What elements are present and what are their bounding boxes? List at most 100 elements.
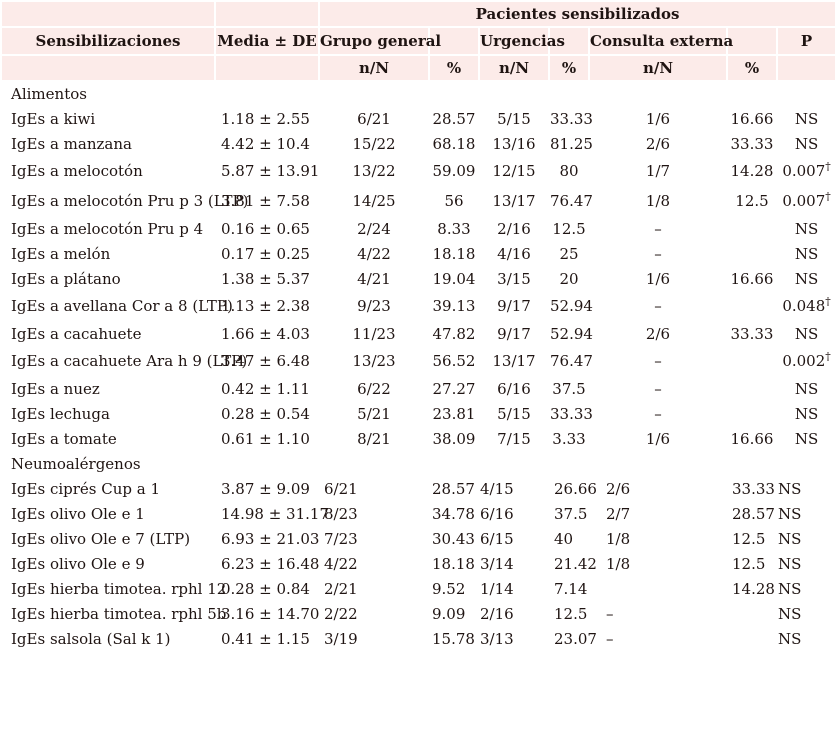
cell-grupo-pct: 38.09 [432,429,476,448]
cell-consulta-pct: 33.33 [730,134,774,153]
cell-urgencias-nn: 5/15 [497,404,531,423]
cell-sensibilizacion: IgEs a plátano [11,269,121,288]
cell-consulta-pct [728,347,776,375]
cell-consulta-pct: 28.57 [732,504,775,523]
cell-urgencias-nn: 4/15 [480,479,514,498]
cell-grupo-pct: 56.52 [432,352,476,370]
cell-p-value: NS [794,269,819,288]
cell-grupo-nn: 2/21 [324,579,358,598]
cell-media-de: 0.61 ± 1.10 [221,429,310,448]
cell-media-de: 1.38 ± 5.37 [221,269,310,288]
header-media-de: Media ± DE [216,28,318,54]
cell-p-value: 0.048† [782,295,831,315]
cell-media-de: 3.81 ± 7.58 [221,192,310,210]
cell-urgencias-nn: 6/16 [480,504,514,523]
cell-grupo-nn: 2/24 [357,219,391,238]
cell-media-de: 1.13 ± 2.38 [221,297,310,315]
cell-media-de: 6.23 ± 16.48 [221,554,320,573]
cell-sensibilizacion: IgEs a cacahuete [11,324,142,343]
cell-sensibilizacion: IgEs a melón [11,244,111,263]
cell-sensibilizacion: IgEs olivo Ole e 7 (LTP) [11,529,191,548]
cell-grupo-nn: 13/23 [352,352,396,370]
cell-consulta-nn: – [606,604,614,623]
cell-urgencias-nn: 2/16 [480,604,514,623]
cell-consulta-pct [728,377,776,400]
cell-grupo-nn: 4/22 [357,244,391,263]
cell-urgencias-nn: 13/17 [492,352,536,370]
cell-sensibilizacion: IgEs olivo Ole e 1 [11,504,145,523]
cell-p-value: NS [778,504,802,523]
cell-media-de: 0.42 ± 1.11 [221,379,310,398]
cell-consulta-nn: 1/6 [645,429,671,448]
header-row-groups: Sensibilizaciones Media ± DE Grupo gener… [2,28,836,54]
cell-grupo-nn: 4/22 [324,554,358,573]
cell-consulta-pct [728,627,776,650]
cell-grupo-nn: 14/25 [352,192,396,210]
cell-p-value: NS [794,324,819,343]
table-row: IgEs a melocotón Pru p 4 0.16 ± 0.65 2/24 8… [2,217,835,240]
cell-media-de: 0.17 ± 0.25 [221,244,310,263]
cell-p-value: NS [778,554,802,573]
cell-grupo-nn: 9/23 [357,297,391,315]
cell-consulta-nn: – [654,379,662,398]
table-row: IgEs olivo Ole e 7 (LTP) 6.93 ± 21.03 7/23… [2,527,835,550]
dagger-marker: † [825,350,831,363]
cell-urgencias-nn: 13/16 [492,134,536,153]
header-consulta-pct: % [728,56,776,80]
header-empty-cell [778,56,836,80]
cell-p-value: NS [794,109,819,128]
cell-p-value: NS [778,604,802,623]
cell-grupo-pct: 28.57 [432,479,475,498]
section-row: Neumoalérgenos [2,452,835,475]
header-empty-cell [216,56,318,80]
cell-consulta-pct [728,602,776,625]
cell-urgencias-pct: 21.42 [554,554,597,573]
header-grupo-nn: n/N [320,56,428,80]
cell-consulta-nn: 1/6 [645,109,671,128]
cell-consulta-pct: 16.66 [730,429,774,448]
cell-sensibilizacion: IgEs a manzana [11,134,132,153]
cell-urgencias-pct: 25 [559,244,579,263]
cell-p-value: NS [794,429,819,448]
header-pacientes-sensibilizados: Pacientes sensibilizados [320,2,836,26]
cell-consulta-pct: 12.5 [732,554,766,573]
table-row: IgEs a plátano 1.38 ± 5.37 4/21 19.04 3/15 20… [2,267,835,290]
cell-consulta-nn: 2/6 [645,134,671,153]
cell-grupo-nn: 6/21 [324,479,358,498]
cell-grupo-pct: 47.82 [432,324,476,343]
cell-sensibilizacion: IgEs a nuez [11,379,100,398]
cell-media-de: 0.28 ± 0.54 [221,404,310,423]
cell-sensibilizacion: IgEs salsola (Sal k 1) [11,629,171,648]
cell-consulta-pct [728,217,776,240]
cell-urgencias-nn: 7/15 [497,429,531,448]
cell-consulta-pct [728,402,776,425]
cell-urgencias-nn: 12/15 [492,162,536,180]
cell-urgencias-nn: 3/15 [497,269,531,288]
cell-urgencias-nn: 9/17 [497,297,531,315]
cell-grupo-pct: 34.78 [432,504,475,523]
cell-grupo-pct: 15.78 [432,629,475,648]
cell-sensibilizacion: IgEs a tomate [11,429,117,448]
cell-p-value: NS [794,404,819,423]
cell-media-de: 6.93 ± 21.03 [221,529,320,548]
cell-p-value: NS [794,134,819,153]
cell-consulta-pct: 33.33 [732,479,775,498]
cell-p-value: NS [778,479,802,498]
cell-urgencias-pct: 80 [559,162,579,180]
cell-p-value: NS [794,219,819,238]
cell-p-value: NS [778,579,802,598]
cell-p-value: 0.002† [782,350,831,370]
table-row: IgEs a kiwi 1.18 ± 2.55 6/21 28.57 5/15 33.33… [2,107,835,130]
dagger-marker: † [825,190,831,203]
cell-grupo-nn: 8/23 [324,504,358,523]
cell-urgencias-pct: 52.94 [550,324,593,343]
cell-grupo-pct: 8.33 [437,219,471,238]
table-row: IgEs a manzana 4.42 ± 10.4 15/22 68.18 13/16… [2,132,835,155]
cell-urgencias-nn: 4/16 [497,244,531,263]
cell-grupo-nn: 2/22 [324,604,358,623]
cell-grupo-pct: 27.27 [432,379,476,398]
header-urgencias-pct: % [550,56,588,80]
header-row-subcolumns: n/N % n/N % n/N % [2,56,836,80]
cell-p-value: 0.007† [782,160,831,180]
table-row: IgEs a melocotón 5.87 ± 13.91 13/22 59.09 12… [2,157,835,185]
